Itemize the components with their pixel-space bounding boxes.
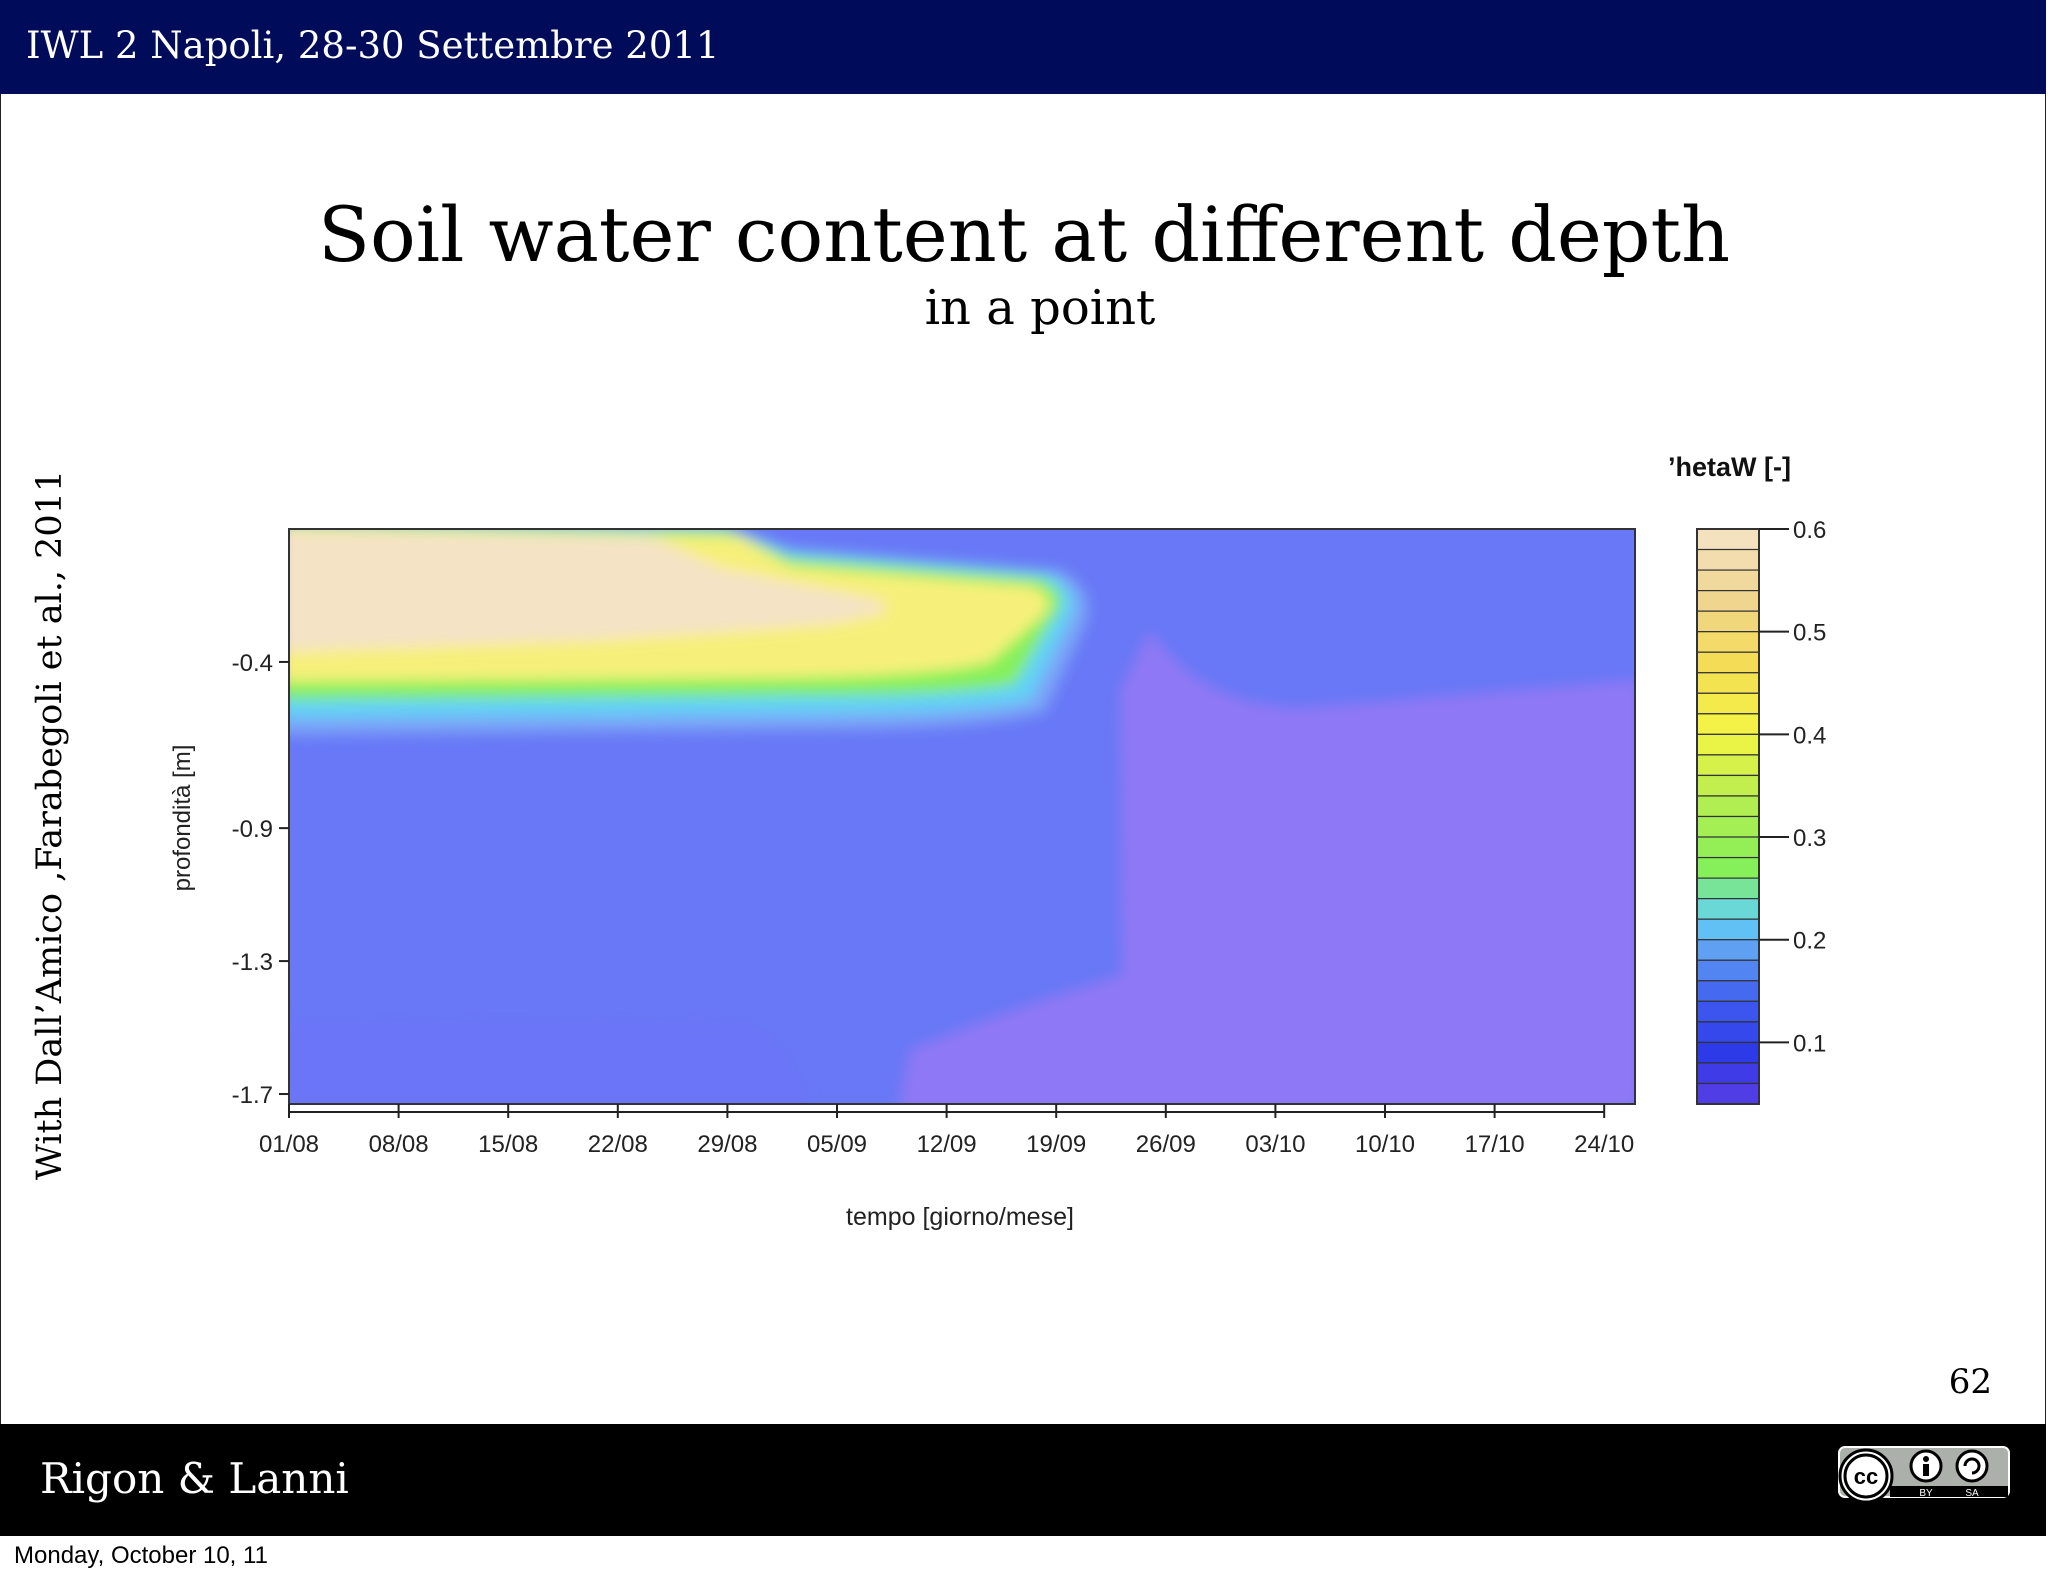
colorbar-segment-16 [1696, 856, 1760, 879]
colorbar-tick-label-1: 0.5 [1793, 620, 1826, 647]
y-axis-label: profondità [m] [169, 745, 196, 892]
colorbar-border [1696, 528, 1760, 1105]
x-tick-label-11: 17/10 [1465, 1131, 1525, 1158]
colorbar-segment-7 [1696, 672, 1760, 694]
y-axis: -0.4 -0.9 -1.3 -1.7 [232, 650, 289, 1109]
colorbar-segment-13 [1696, 795, 1760, 818]
cc-sa-label: SA [1965, 1488, 1979, 1499]
x-tick-label-0: 01/08 [259, 1131, 319, 1158]
cc-by-sa-icon: cc BY SA [1838, 1446, 2010, 1504]
colorbar-tick-label-0: 0.6 [1793, 517, 1826, 544]
colorbar-tick-label-5: 0.1 [1793, 1030, 1826, 1057]
x-tick-label-7: 19/09 [1026, 1131, 1086, 1158]
y-tick-label-0: -0.4 [232, 650, 273, 677]
wettest-band [289, 530, 887, 652]
colorbar-segment-21 [1696, 959, 1760, 982]
x-tick-label-3: 22/08 [588, 1131, 648, 1158]
plot-border [288, 528, 1636, 1105]
slide-header: IWL 2 Napoli, 28-30 Settembre 2011 [0, 0, 2046, 94]
colorbar-segment-15 [1696, 836, 1760, 859]
colorbar-segment-22 [1696, 980, 1760, 1002]
colorbar-segment-24 [1696, 1021, 1760, 1043]
colorbar-segment-27 [1696, 1082, 1760, 1105]
x-tick-label-6: 12/09 [917, 1131, 977, 1158]
colorbar-segment-18 [1696, 898, 1760, 920]
x-tick-label-2: 15/08 [478, 1131, 538, 1158]
x-tick-label-12: 24/10 [1574, 1131, 1634, 1158]
colorbar-segment-20 [1696, 939, 1760, 961]
slide-title: Soil water content at different depth [317, 190, 1731, 279]
soil-water-heatmap-chart: -0.4 -0.9 -1.3 -1.7 01/08 08/08 15/08 22/08 29/… [169, 452, 1826, 1231]
page-number: 62 [1948, 1362, 1992, 1402]
y-tick-label-1: -0.9 [232, 816, 273, 843]
svg-text:cc: cc [1854, 1464, 1878, 1489]
colorbar-segment-4 [1696, 610, 1760, 633]
colorbar-segment-17 [1696, 877, 1760, 900]
colorbar-segment-5 [1696, 631, 1760, 653]
colorbar-segment-8 [1696, 692, 1760, 715]
colorbar-segment-26 [1696, 1062, 1760, 1085]
colorbar-segment-9 [1696, 713, 1760, 735]
colorbar-segment-10 [1696, 733, 1760, 756]
colorbar-segment-6 [1696, 651, 1760, 674]
header-text: IWL 2 Napoli, 28-30 Settembre 2011 [26, 24, 720, 67]
colorbar-segment-25 [1696, 1041, 1760, 1064]
colorbar-segment-3 [1696, 590, 1760, 612]
colorbar-segment-11 [1696, 754, 1760, 777]
cc-by-label: BY [1919, 1488, 1933, 1499]
date-stamp: Monday, October 10, 11 [14, 1542, 268, 1569]
colorbar-tick-label-4: 0.2 [1793, 928, 1826, 955]
y-tick-label-3: -1.7 [232, 1082, 273, 1109]
colorbar-segment-0 [1696, 528, 1760, 551]
footer-authors: Rigon & Lanni [40, 1454, 349, 1503]
colorbar-title: ’hetaW [-] [1668, 452, 1791, 482]
colorbar-segment-14 [1696, 815, 1760, 838]
colorbar-tick-label-2: 0.4 [1793, 722, 1826, 749]
y-tick-label-2: -1.3 [232, 949, 273, 976]
x-tick-label-8: 26/09 [1136, 1131, 1196, 1158]
colorbar-axis: 0.6 0.5 0.4 0.3 0.2 0.1 [1759, 517, 1826, 1057]
slide-subtitle: in a point [924, 280, 1156, 336]
x-tick-label-9: 03/10 [1245, 1131, 1305, 1158]
x-axis: 01/08 08/08 15/08 22/08 29/08 05/09 12/09 19/09… [259, 1104, 1634, 1158]
slide-footer: Rigon & Lanni cc BY SA [0, 1424, 2046, 1536]
colorbar-segment-12 [1696, 774, 1760, 797]
colorbar-segment-19 [1696, 918, 1760, 941]
colorbar-tick-label-3: 0.3 [1793, 825, 1826, 852]
heatmap-field [289, 529, 1635, 1104]
x-tick-label-5: 05/09 [807, 1131, 867, 1158]
x-tick-label-4: 29/08 [697, 1131, 757, 1158]
colorbar-segment-23 [1696, 1000, 1760, 1023]
x-tick-label-10: 10/10 [1355, 1131, 1415, 1158]
bottom-dry-band [289, 1018, 809, 1104]
colorbar-segment-2 [1696, 569, 1760, 592]
x-axis-label: tempo [giorno/mese] [846, 1203, 1074, 1231]
x-tick-label-1: 08/08 [369, 1131, 429, 1158]
colorbar [1696, 528, 1760, 1105]
deep-dry-region [899, 630, 1635, 1104]
colorbar-segment-1 [1696, 548, 1760, 571]
